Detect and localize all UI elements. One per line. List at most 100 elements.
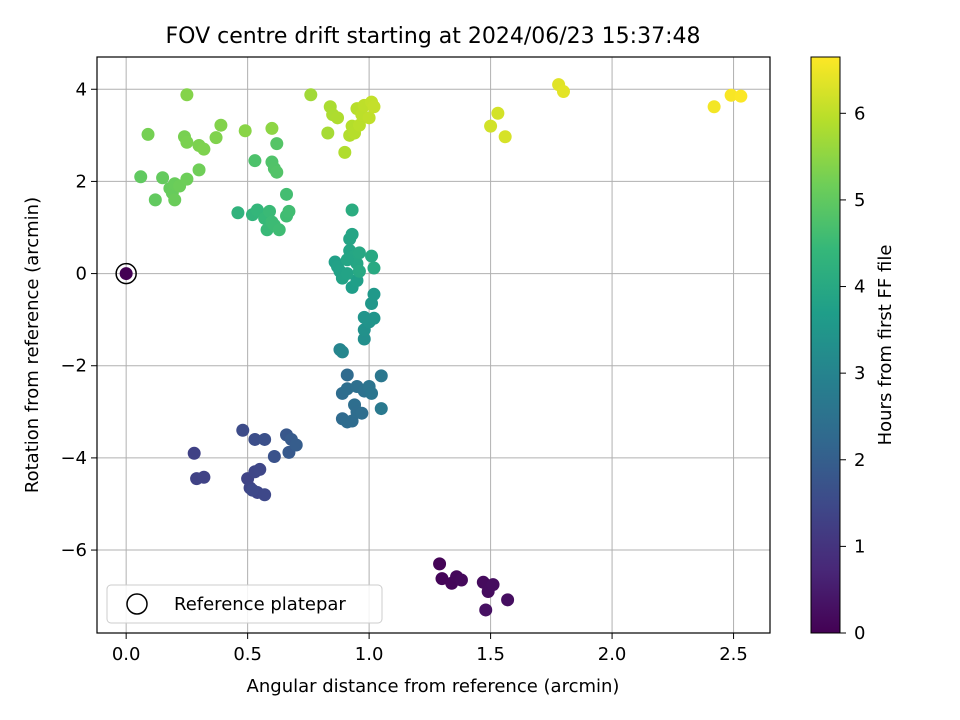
x-tick-label: 0.0 xyxy=(112,644,141,665)
colorbar-tick-label: 6 xyxy=(854,103,865,124)
data-point xyxy=(238,124,252,138)
data-point xyxy=(486,578,500,592)
data-point xyxy=(335,345,349,359)
data-point xyxy=(248,432,262,446)
data-point xyxy=(304,88,318,102)
data-point xyxy=(454,573,468,587)
y-tick-label: 4 xyxy=(76,79,87,100)
data-point xyxy=(340,382,354,396)
data-point xyxy=(270,137,284,151)
plot-frame xyxy=(96,56,771,634)
data-point xyxy=(367,261,381,275)
data-point xyxy=(270,165,284,179)
x-tick-label: 2.5 xyxy=(719,644,748,665)
data-point xyxy=(707,100,721,114)
y-tick-label: 0 xyxy=(76,264,87,285)
data-point xyxy=(245,483,259,497)
x-tick-label: 2.0 xyxy=(598,644,627,665)
data-point xyxy=(357,332,371,346)
data-point xyxy=(187,446,201,460)
grid-lines xyxy=(97,57,770,633)
data-point xyxy=(253,462,267,476)
data-point xyxy=(263,204,277,218)
data-point xyxy=(282,204,296,218)
data-point xyxy=(365,249,379,263)
data-point xyxy=(180,172,194,186)
data-point xyxy=(724,88,738,102)
data-point xyxy=(248,154,262,168)
colorbar xyxy=(810,56,841,634)
data-point xyxy=(367,100,381,114)
data-point xyxy=(148,193,162,207)
chart-title: FOV centre drift starting at 2024/06/23 … xyxy=(166,24,701,49)
data-point xyxy=(345,203,359,217)
colorbar-tick-label: 0 xyxy=(854,623,865,644)
y-tick-label: −2 xyxy=(60,356,87,377)
data-point xyxy=(209,131,223,145)
data-point xyxy=(355,406,369,420)
y-tick-label: 2 xyxy=(76,171,87,192)
data-point xyxy=(214,118,228,132)
data-point xyxy=(352,118,366,132)
legend-entry-label: Reference platepar xyxy=(174,594,346,615)
data-point xyxy=(433,557,447,571)
data-point xyxy=(484,119,498,133)
y-tick-label: −6 xyxy=(60,540,87,561)
data-point xyxy=(435,572,449,586)
data-point xyxy=(258,432,272,446)
y-axis-label: Rotation from reference (arcmin) xyxy=(22,197,43,493)
data-point xyxy=(365,386,379,400)
data-point xyxy=(479,603,493,617)
data-point xyxy=(289,438,303,452)
data-point xyxy=(338,145,352,159)
y-axis-ticks: −6 −4 −2 0 2 4 xyxy=(60,79,97,561)
data-point xyxy=(362,111,376,125)
data-point xyxy=(156,171,170,185)
data-point xyxy=(321,126,335,140)
colorbar-tick-label: 2 xyxy=(854,450,865,471)
data-point xyxy=(280,187,294,201)
data-point xyxy=(267,450,281,464)
data-point xyxy=(134,170,148,184)
plot-area xyxy=(97,57,770,633)
data-point xyxy=(258,488,272,502)
data-point xyxy=(357,310,371,324)
data-point xyxy=(374,402,388,416)
data-point xyxy=(168,193,182,207)
legend: Reference platepar xyxy=(106,584,383,624)
reference-marker-group xyxy=(115,262,137,285)
data-point xyxy=(352,264,366,278)
x-tick-label: 0.5 xyxy=(233,644,262,665)
data-point xyxy=(192,163,206,177)
data-point xyxy=(340,368,354,382)
data-point xyxy=(265,121,279,135)
colorbar-tick-label: 3 xyxy=(854,363,865,384)
data-point xyxy=(180,135,194,149)
colorbar-label: Hours from first FF file xyxy=(875,245,896,446)
data-points xyxy=(134,78,748,617)
y-tick-label: −4 xyxy=(60,448,87,469)
data-point xyxy=(345,227,359,241)
data-point xyxy=(180,88,194,102)
colorbar-tick-label: 4 xyxy=(854,277,865,298)
data-point xyxy=(197,142,211,156)
data-point xyxy=(374,369,388,383)
legend-reference-marker xyxy=(126,593,148,615)
reference-point-dot xyxy=(119,267,133,281)
data-point xyxy=(197,470,211,484)
data-point xyxy=(491,106,505,120)
legend-box xyxy=(106,584,383,624)
data-point xyxy=(141,127,155,141)
colorbar-ticks: 0 1 2 3 4 5 6 xyxy=(840,103,865,644)
data-point xyxy=(236,423,250,437)
data-point xyxy=(498,130,512,144)
x-axis-label: Angular distance from reference (arcmin) xyxy=(247,676,620,697)
data-point xyxy=(272,223,286,237)
data-point xyxy=(352,246,366,260)
x-axis-ticks: 0.0 0.5 1.0 1.5 2.0 2.5 xyxy=(112,633,748,665)
data-point xyxy=(340,253,354,267)
x-tick-label: 1.5 xyxy=(476,644,505,665)
reference-platepar-marker xyxy=(115,262,137,285)
data-point xyxy=(367,311,381,325)
